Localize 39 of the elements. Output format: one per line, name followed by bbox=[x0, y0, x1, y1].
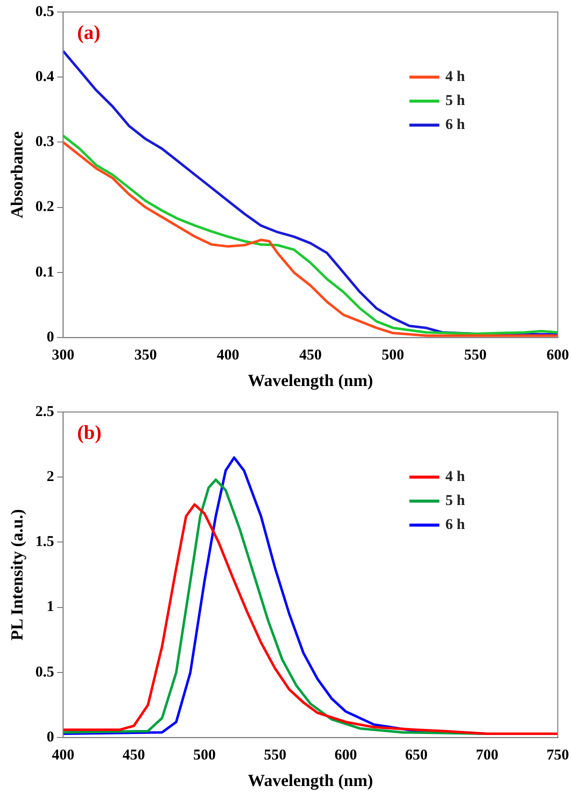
x-tick-label: 400 bbox=[216, 347, 240, 364]
x-tick-label: 500 bbox=[382, 347, 404, 364]
legend-label: 4 h bbox=[445, 468, 466, 485]
x-tick-label: 650 bbox=[405, 747, 428, 764]
y-tick-label: 0.4 bbox=[35, 68, 55, 85]
x-tick-label: 600 bbox=[546, 347, 569, 364]
y-tick-label: 2.5 bbox=[35, 404, 54, 420]
x-tick-label: 400 bbox=[52, 747, 74, 764]
legend-label: 4 h bbox=[445, 68, 466, 85]
x-tick-label: 350 bbox=[134, 347, 157, 364]
y-axis-title: PL Intensity (a.u.) bbox=[8, 509, 27, 640]
y-tick-label: 2 bbox=[46, 468, 54, 485]
y-axis-title: Absorbance bbox=[8, 130, 27, 218]
x-tick-label: 550 bbox=[264, 747, 286, 764]
y-tick-label: 0.5 bbox=[35, 4, 54, 20]
x-tick-label: 600 bbox=[334, 747, 358, 764]
y-tick-label: 0 bbox=[46, 329, 54, 346]
legend-label: 5 h bbox=[445, 492, 466, 509]
x-tick-label: 750 bbox=[546, 747, 569, 764]
x-tick-label: 450 bbox=[299, 347, 322, 364]
y-tick-label: 0.3 bbox=[35, 134, 54, 150]
x-tick-label: 450 bbox=[122, 747, 146, 764]
x-tick-label: 550 bbox=[464, 347, 487, 364]
legend-label: 6 h bbox=[445, 516, 466, 533]
y-tick-label: 0.1 bbox=[35, 264, 54, 280]
annotation: (b) bbox=[77, 422, 102, 444]
x-axis-title: Wavelength (nm) bbox=[248, 771, 374, 790]
y-tick-label: 1 bbox=[46, 599, 54, 616]
x-tick-label: 300 bbox=[52, 347, 74, 364]
x-axis-title: Wavelength (nm) bbox=[248, 371, 374, 390]
y-tick-label: 0.5 bbox=[35, 664, 54, 680]
x-tick-label: 500 bbox=[193, 747, 216, 764]
y-tick-label: 0 bbox=[46, 729, 54, 746]
y-tick-label: 0.2 bbox=[35, 199, 54, 216]
x-tick-label: 700 bbox=[476, 747, 498, 764]
legend-label: 6 h bbox=[445, 116, 466, 133]
y-tick-label: 1.5 bbox=[35, 534, 54, 550]
annotation: (a) bbox=[77, 22, 100, 44]
legend-label: 5 h bbox=[445, 92, 466, 109]
